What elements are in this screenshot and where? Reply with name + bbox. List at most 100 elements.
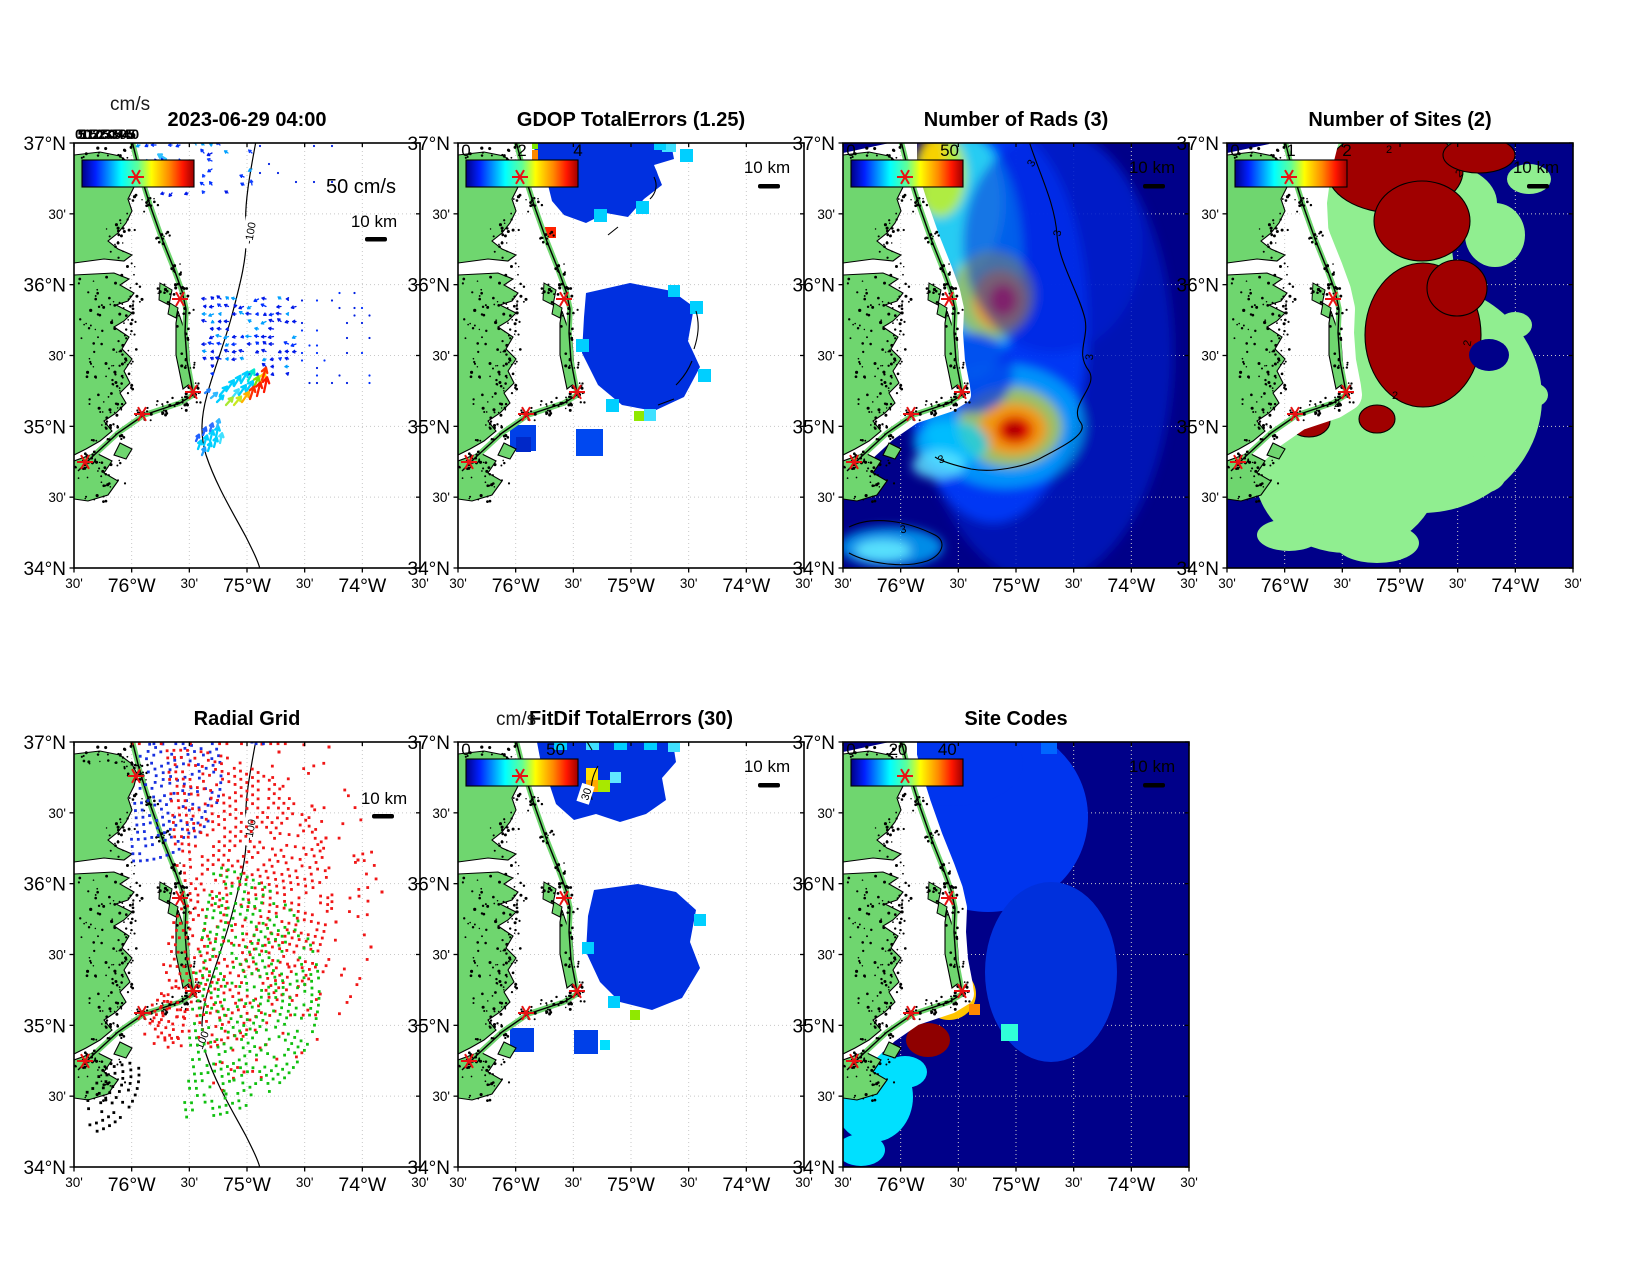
svg-text:2: 2 — [1386, 144, 1392, 156]
svg-text:30': 30' — [296, 1175, 314, 1190]
svg-text:30': 30' — [1449, 576, 1467, 591]
radar-site-asterisk — [512, 768, 528, 784]
svg-text:30': 30' — [181, 1175, 199, 1190]
svg-text:37°N: 37°N — [24, 134, 66, 155]
radar-site-asterisk — [897, 768, 913, 784]
svg-text:30': 30' — [449, 1175, 467, 1190]
radar-site-asterisk — [77, 454, 93, 470]
scale-bar: 10 km — [1513, 158, 1559, 189]
radar-site-asterisk — [897, 169, 913, 185]
radar-site-asterisk — [1230, 454, 1246, 470]
site-markers — [846, 768, 970, 1069]
panel-title-sites: Number of Sites (2) — [1308, 109, 1492, 131]
radar-site-asterisk — [954, 983, 970, 999]
radar-site-asterisk — [461, 1053, 477, 1069]
scale-bar: 10 km — [361, 789, 407, 819]
svg-text:30': 30' — [565, 1175, 583, 1190]
svg-text:35°N: 35°N — [408, 1016, 450, 1037]
radar-site-asterisk — [518, 406, 534, 422]
svg-text:30': 30' — [65, 576, 83, 591]
svg-text:36°N: 36°N — [24, 875, 66, 896]
svg-text:36°N: 36°N — [24, 276, 66, 297]
colorbar-tick: 0 — [461, 141, 470, 160]
svg-text:30': 30' — [65, 1175, 83, 1190]
svg-text:30': 30' — [449, 576, 467, 591]
gdop-map-svg: 37°N 30' 30' 76°W 36°N 30' 30' 75°W 35°N 30' 30' 74… — [408, 134, 813, 597]
svg-text:30': 30' — [1201, 207, 1219, 222]
svg-text:30': 30' — [432, 490, 450, 505]
panel-sites: Number of Sites (2) 2 2 2 2 2 37°N 30' 30' 76°W 3… — [1177, 109, 1582, 597]
panel-gdop: GDOP TotalErrors (1.25) 37°N 30' 30' 76°W 36… — [408, 109, 813, 597]
site-markers — [846, 169, 970, 470]
svg-text:75°W: 75°W — [223, 575, 271, 597]
radar-site-asterisk — [846, 454, 862, 470]
svg-text:30': 30' — [1180, 576, 1198, 591]
currents-map-svg: -10037°N30'30'76°W36°N30'30'75°W35°N30'3… — [24, 134, 429, 597]
svg-text:30': 30' — [432, 1089, 450, 1104]
axes: 37°N30'30'76°W36°N30'30'75°W35°N30'30'74… — [793, 134, 1198, 597]
svg-text:36°N: 36°N — [1177, 276, 1219, 297]
fitdif-map-svg: 30 37°N 30' 30' 76°W 36°N 30' 30' 75°W 35°N 30' 30'… — [408, 733, 813, 1196]
colorbar-units-label-fitdif: cm/s — [496, 709, 537, 730]
site-markers — [461, 768, 585, 1069]
radar-site-asterisk — [172, 890, 188, 906]
panel-title-rads: Number of Rads (3) — [923, 109, 1109, 131]
scale-label: 10 km — [744, 158, 790, 177]
svg-text:36°N: 36°N — [408, 276, 450, 297]
scale-label: 10 km — [361, 789, 407, 808]
svg-text:3: 3 — [899, 523, 907, 536]
radar-site-asterisk — [903, 406, 919, 422]
svg-text:35°N: 35°N — [24, 417, 66, 438]
radar-site-asterisk — [134, 1005, 150, 1021]
svg-text:30: 30 — [579, 787, 594, 802]
svg-text:74°W: 74°W — [1491, 575, 1539, 597]
svg-text:34°N: 34°N — [408, 559, 450, 580]
svg-text:30': 30' — [1201, 490, 1219, 505]
svg-text:34°N: 34°N — [408, 1158, 450, 1179]
svg-text:30': 30' — [296, 576, 314, 591]
svg-text:34°N: 34°N — [24, 1158, 66, 1179]
svg-text:37°N: 37°N — [793, 134, 835, 155]
radar-site-asterisk — [77, 1053, 93, 1069]
svg-text:3: 3 — [1084, 354, 1096, 361]
svg-text:30': 30' — [817, 348, 835, 363]
svg-text:36°N: 36°N — [793, 276, 835, 297]
svg-text:2: 2 — [1334, 398, 1340, 410]
svg-text:75°W: 75°W — [607, 575, 655, 597]
vector-layer — [85, 742, 384, 1133]
land-layer — [843, 742, 974, 1101]
svg-text:76°W: 76°W — [1261, 575, 1309, 597]
radar-site-asterisk — [461, 454, 477, 470]
svg-text:75°W: 75°W — [607, 1174, 655, 1196]
axes: 37°N30'30'76°W36°N30'30'75°W35°N30'30'74… — [1177, 134, 1582, 597]
radar-site-asterisk — [569, 983, 585, 999]
svg-text:34°N: 34°N — [1177, 559, 1219, 580]
site-markers — [77, 169, 201, 470]
colorbar-tick: 1 — [1286, 141, 1295, 160]
svg-text:30': 30' — [817, 490, 835, 505]
radar-site-asterisk — [1338, 384, 1354, 400]
svg-text:35°N: 35°N — [408, 417, 450, 438]
contour-labels: 3 3 3 3 3 — [899, 158, 1096, 537]
colorbar-tick: 0 — [461, 740, 470, 759]
svg-text:30': 30' — [48, 806, 66, 821]
land-layer — [458, 143, 580, 502]
svg-text:30': 30' — [1065, 576, 1083, 591]
contour-labels: -100 — [240, 216, 259, 250]
radar-site-asterisk — [846, 1053, 862, 1069]
panel-title-fitdif: FitDif TotalErrors (30) — [528, 708, 734, 730]
svg-text:30': 30' — [48, 1089, 66, 1104]
reference-vector-label: 50 cm/s — [326, 176, 396, 198]
site-markers — [461, 169, 585, 470]
svg-text:75°W: 75°W — [223, 1174, 271, 1196]
radar-site-asterisk — [1325, 291, 1341, 307]
colorbar-tick: 20 — [889, 740, 908, 759]
svg-text:74°W: 74°W — [338, 1174, 386, 1196]
axes: 37°N30'30'76°W36°N30'30'75°W35°N30'30'74… — [793, 733, 1198, 1196]
svg-text:75°W: 75°W — [992, 575, 1040, 597]
panel-title-gdop: GDOP TotalErrors (1.25) — [516, 109, 746, 131]
svg-text:35°N: 35°N — [24, 1016, 66, 1037]
svg-text:30': 30' — [1334, 576, 1352, 591]
coastline — [461, 742, 578, 1071]
axes: 37°N30'30'76°W36°N30'30'75°W35°N30'30'74… — [24, 134, 429, 597]
